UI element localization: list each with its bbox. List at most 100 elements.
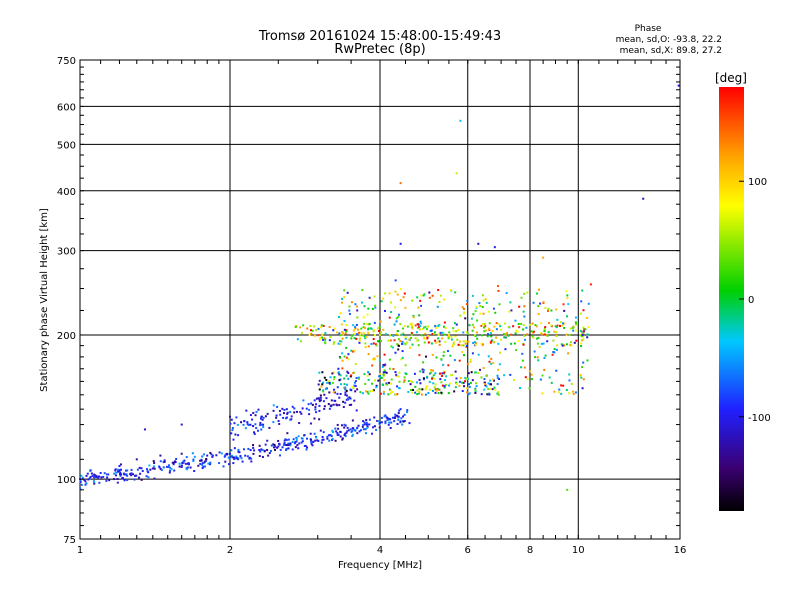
- data-point: [328, 439, 331, 442]
- data-point: [491, 388, 494, 391]
- data-point: [355, 337, 358, 340]
- data-point: [562, 322, 565, 325]
- data-point: [409, 383, 412, 386]
- data-point: [353, 399, 356, 402]
- data-point: [473, 340, 476, 343]
- data-point: [515, 329, 518, 332]
- data-point: [345, 323, 348, 326]
- data-point: [252, 452, 255, 455]
- data-point: [447, 392, 450, 395]
- phase-stats-heading: Phase: [635, 24, 662, 34]
- data-point: [495, 336, 498, 339]
- data-point: [543, 368, 546, 371]
- data-point: [286, 432, 289, 435]
- data-point: [496, 285, 499, 288]
- data-point: [218, 462, 221, 465]
- data-point: [389, 418, 392, 421]
- data-point: [493, 246, 496, 249]
- data-point: [477, 242, 480, 245]
- data-point: [336, 434, 339, 437]
- data-point: [550, 309, 553, 312]
- data-point: [490, 362, 493, 365]
- data-point: [342, 406, 345, 409]
- data-point: [97, 476, 100, 479]
- data-point: [420, 393, 423, 396]
- data-point: [291, 405, 294, 408]
- data-point: [242, 423, 245, 426]
- data-point: [382, 383, 385, 386]
- data-point: [343, 434, 346, 437]
- data-point: [367, 353, 370, 356]
- data-point: [380, 340, 383, 343]
- data-point: [339, 356, 342, 359]
- data-point: [537, 288, 540, 291]
- data-point: [351, 433, 354, 436]
- data-point: [159, 467, 162, 470]
- data-point: [447, 337, 450, 340]
- y-tick-label: 300: [57, 247, 76, 258]
- data-point: [309, 432, 312, 435]
- data-point: [204, 465, 207, 468]
- data-point: [465, 331, 468, 334]
- data-point: [362, 420, 365, 423]
- data-point: [448, 331, 451, 334]
- data-point: [484, 329, 487, 332]
- data-point: [85, 482, 88, 485]
- data-point: [249, 423, 252, 426]
- data-point: [336, 386, 339, 389]
- data-point: [126, 474, 129, 477]
- data-point: [384, 363, 387, 366]
- data-point: [432, 369, 435, 372]
- data-point: [383, 415, 386, 418]
- data-point: [291, 441, 294, 444]
- data-point: [465, 303, 468, 306]
- data-point: [480, 324, 483, 327]
- data-point: [299, 340, 302, 343]
- data-point: [406, 341, 409, 344]
- data-point: [414, 337, 417, 340]
- data-point: [447, 364, 450, 367]
- data-point: [565, 333, 568, 336]
- data-point: [444, 340, 447, 343]
- data-point: [276, 446, 279, 449]
- data-point: [524, 376, 527, 379]
- data-point: [373, 321, 376, 324]
- data-point: [395, 317, 398, 320]
- data-point: [382, 328, 385, 331]
- data-point: [346, 430, 349, 433]
- data-point: [379, 421, 381, 424]
- data-point: [402, 381, 405, 384]
- data-point: [222, 465, 225, 468]
- data-point: [98, 475, 101, 478]
- data-point: [470, 317, 473, 320]
- data-point: [498, 351, 501, 354]
- data-point: [364, 428, 367, 431]
- data-point: [442, 325, 445, 328]
- data-point: [491, 330, 494, 333]
- data-point: [373, 357, 376, 360]
- data-point: [477, 353, 480, 356]
- data-point: [317, 439, 320, 442]
- data-point: [536, 292, 539, 295]
- data-point: [487, 355, 490, 358]
- data-point: [554, 325, 557, 328]
- data-point: [364, 337, 367, 340]
- data-point: [233, 422, 236, 425]
- data-point: [324, 332, 327, 335]
- data-point: [489, 332, 492, 335]
- data-point: [325, 397, 328, 400]
- data-point: [461, 390, 464, 393]
- data-point: [345, 336, 348, 339]
- data-point: [354, 380, 357, 383]
- data-point: [182, 460, 185, 463]
- data-point: [488, 329, 491, 332]
- data-point: [243, 420, 246, 423]
- data-point: [533, 350, 536, 353]
- data-point: [427, 335, 430, 338]
- data-point: [320, 385, 323, 388]
- data-point: [98, 481, 101, 484]
- data-point: [377, 327, 380, 330]
- data-point: [565, 388, 568, 391]
- data-point: [383, 369, 386, 372]
- data-point: [400, 358, 403, 361]
